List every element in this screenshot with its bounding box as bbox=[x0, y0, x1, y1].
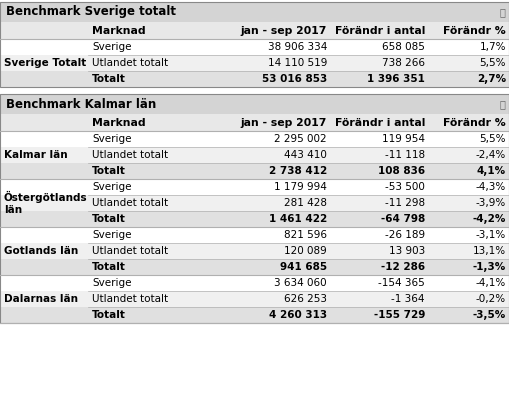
Bar bbox=[0, 243, 509, 259]
Text: Sverige: Sverige bbox=[92, 230, 131, 240]
Text: Benchmark Sverige totalt: Benchmark Sverige totalt bbox=[6, 6, 176, 19]
Bar bbox=[0, 259, 509, 275]
Bar bbox=[0, 2, 509, 87]
Text: 2,7%: 2,7% bbox=[477, 74, 506, 84]
Text: Totalt: Totalt bbox=[92, 262, 126, 272]
Bar bbox=[0, 275, 509, 291]
Text: 626 253: 626 253 bbox=[284, 294, 327, 304]
Text: ⎘: ⎘ bbox=[499, 7, 505, 17]
Text: -11 118: -11 118 bbox=[385, 150, 425, 160]
Text: -12 286: -12 286 bbox=[381, 262, 425, 272]
Text: 738 266: 738 266 bbox=[382, 58, 425, 68]
Text: Sverige: Sverige bbox=[92, 182, 131, 192]
Text: 2 295 002: 2 295 002 bbox=[274, 134, 327, 144]
Text: Totalt: Totalt bbox=[92, 310, 126, 320]
Text: Förändr i antal: Förändr i antal bbox=[334, 118, 425, 127]
Text: -26 189: -26 189 bbox=[385, 230, 425, 240]
Text: 38 906 334: 38 906 334 bbox=[268, 42, 327, 52]
Text: Förändr i antal: Förändr i antal bbox=[334, 25, 425, 35]
Text: Utlandet totalt: Utlandet totalt bbox=[92, 246, 168, 256]
Text: Utlandet totalt: Utlandet totalt bbox=[92, 198, 168, 208]
Text: 119 954: 119 954 bbox=[382, 134, 425, 144]
Text: -3,9%: -3,9% bbox=[476, 198, 506, 208]
Text: jan - sep 2017: jan - sep 2017 bbox=[241, 25, 327, 35]
Text: -53 500: -53 500 bbox=[385, 182, 425, 192]
Text: Dalarnas län: Dalarnas län bbox=[4, 294, 78, 304]
Text: 2 738 412: 2 738 412 bbox=[269, 166, 327, 176]
Bar bbox=[0, 211, 509, 227]
Bar bbox=[0, 22, 509, 39]
Text: 1 396 351: 1 396 351 bbox=[367, 74, 425, 84]
Text: -1 364: -1 364 bbox=[391, 294, 425, 304]
Text: Förändr %: Förändr % bbox=[443, 118, 506, 127]
Text: -4,1%: -4,1% bbox=[476, 278, 506, 288]
Text: -3,5%: -3,5% bbox=[473, 310, 506, 320]
Bar bbox=[0, 94, 509, 323]
Text: 120 089: 120 089 bbox=[284, 246, 327, 256]
Text: 1 461 422: 1 461 422 bbox=[269, 214, 327, 224]
Text: Kalmar län: Kalmar län bbox=[4, 150, 68, 160]
Text: Utlandet totalt: Utlandet totalt bbox=[92, 294, 168, 304]
Bar bbox=[0, 147, 509, 163]
Text: Utlandet totalt: Utlandet totalt bbox=[92, 58, 168, 68]
Text: Sverige: Sverige bbox=[92, 134, 131, 144]
Text: Marknad: Marknad bbox=[92, 118, 146, 127]
Text: Totalt: Totalt bbox=[92, 74, 126, 84]
Text: 1,7%: 1,7% bbox=[479, 42, 506, 52]
Bar bbox=[0, 179, 509, 195]
Bar bbox=[0, 94, 509, 114]
Text: Sverige Totalt: Sverige Totalt bbox=[4, 58, 86, 68]
Text: ⎘: ⎘ bbox=[499, 99, 505, 109]
Text: 821 596: 821 596 bbox=[284, 230, 327, 240]
Text: -4,2%: -4,2% bbox=[473, 214, 506, 224]
Text: 941 685: 941 685 bbox=[280, 262, 327, 272]
Text: Utlandet totalt: Utlandet totalt bbox=[92, 150, 168, 160]
Text: 14 110 519: 14 110 519 bbox=[268, 58, 327, 68]
Bar bbox=[0, 195, 509, 211]
Text: 5,5%: 5,5% bbox=[479, 134, 506, 144]
Bar bbox=[0, 291, 509, 307]
Text: 13 903: 13 903 bbox=[389, 246, 425, 256]
Text: 281 428: 281 428 bbox=[284, 198, 327, 208]
Text: -2,4%: -2,4% bbox=[476, 150, 506, 160]
Bar bbox=[0, 39, 509, 55]
Bar bbox=[0, 163, 509, 179]
Text: Totalt: Totalt bbox=[92, 166, 126, 176]
Text: Marknad: Marknad bbox=[92, 25, 146, 35]
Text: 4 260 313: 4 260 313 bbox=[269, 310, 327, 320]
Bar bbox=[0, 2, 509, 22]
Text: 658 085: 658 085 bbox=[382, 42, 425, 52]
Bar bbox=[0, 131, 509, 147]
Text: 3 634 060: 3 634 060 bbox=[274, 278, 327, 288]
Text: -4,3%: -4,3% bbox=[476, 182, 506, 192]
Text: Totalt: Totalt bbox=[92, 214, 126, 224]
Bar bbox=[0, 71, 509, 87]
Text: 5,5%: 5,5% bbox=[479, 58, 506, 68]
Text: 53 016 853: 53 016 853 bbox=[262, 74, 327, 84]
Text: jan - sep 2017: jan - sep 2017 bbox=[241, 118, 327, 127]
Text: -1,3%: -1,3% bbox=[473, 262, 506, 272]
Bar bbox=[0, 114, 509, 131]
Text: -11 298: -11 298 bbox=[385, 198, 425, 208]
Text: -0,2%: -0,2% bbox=[476, 294, 506, 304]
Text: -155 729: -155 729 bbox=[374, 310, 425, 320]
Text: -154 365: -154 365 bbox=[378, 278, 425, 288]
Text: 108 836: 108 836 bbox=[378, 166, 425, 176]
Bar bbox=[0, 227, 509, 243]
Text: Sverige: Sverige bbox=[92, 278, 131, 288]
Text: Sverige: Sverige bbox=[92, 42, 131, 52]
Text: Förändr %: Förändr % bbox=[443, 25, 506, 35]
Text: 1 179 994: 1 179 994 bbox=[274, 182, 327, 192]
Bar bbox=[0, 55, 509, 71]
Text: Gotlands län: Gotlands län bbox=[4, 246, 78, 256]
Bar bbox=[0, 2, 509, 87]
Text: 443 410: 443 410 bbox=[284, 150, 327, 160]
Text: -64 798: -64 798 bbox=[381, 214, 425, 224]
Text: -3,1%: -3,1% bbox=[476, 230, 506, 240]
Text: Benchmark Kalmar län: Benchmark Kalmar län bbox=[6, 98, 156, 110]
Text: 13,1%: 13,1% bbox=[473, 246, 506, 256]
Bar bbox=[0, 307, 509, 323]
Text: Östergötlands
län: Östergötlands län bbox=[4, 191, 88, 215]
Text: 4,1%: 4,1% bbox=[477, 166, 506, 176]
